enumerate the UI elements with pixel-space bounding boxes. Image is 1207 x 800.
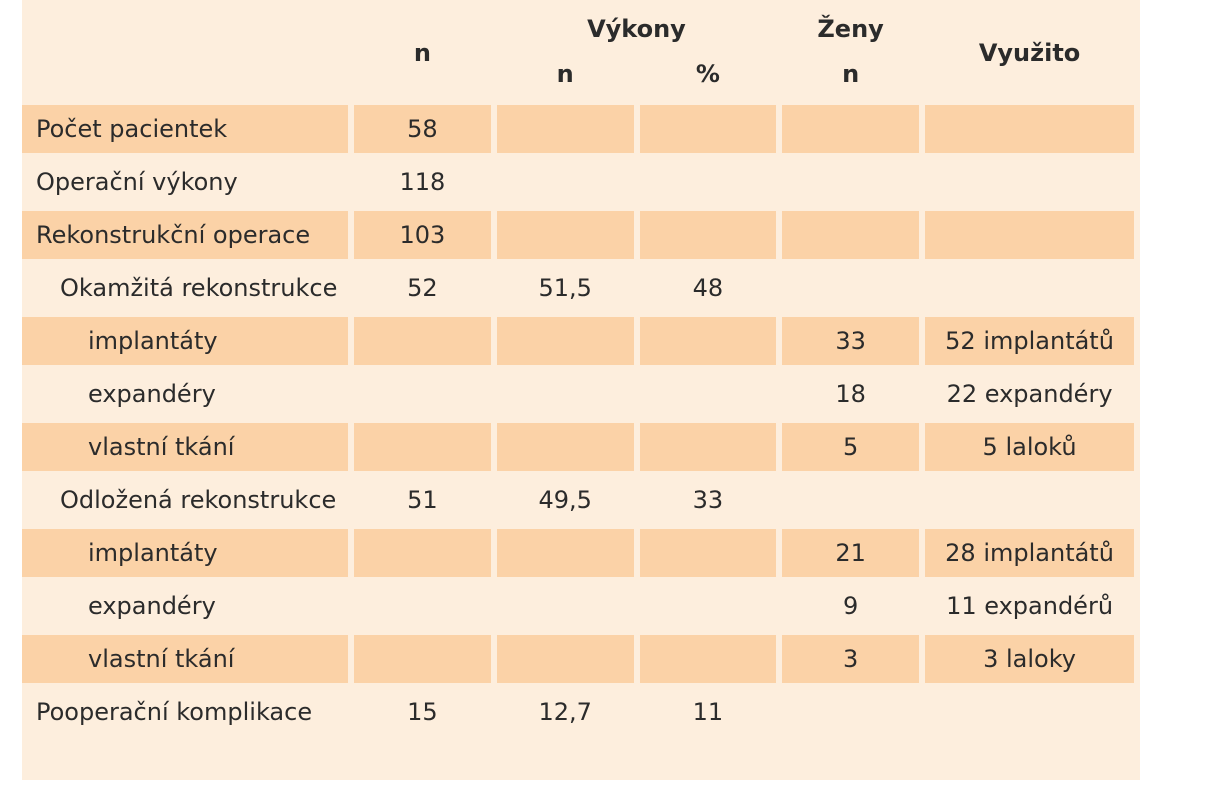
cell-vyuzito: 52 implantátů [925,317,1134,365]
cell-vykony-n: 12,7 [538,698,592,726]
cell-vykony-n: 51,5 [538,274,592,302]
table-row: implantáty 33 52 implantátů [22,317,1134,365]
cell-vyuzito: 22 expandéry [946,380,1113,408]
table-row: Odložená rekonstrukce 51 49,5 33 [22,476,1134,524]
cell-zeny-n [782,476,919,524]
cell-vykony-n [496,423,634,471]
cell-zeny-n: 18 [835,380,866,408]
header-vyuzito: Využito [978,38,1081,67]
table-row: expandéry 18 22 expandéry [22,370,1134,418]
row-label: implantáty [22,529,349,577]
cell-zeny-n: 3 [782,635,920,683]
cell-vykony-pct [639,211,777,259]
header-vykony-n: n [556,60,574,88]
table-row: vlastní tkání 3 3 laloky [22,635,1134,683]
table-row: Počet pacientek 58 [22,105,1134,153]
cell-n [354,317,491,365]
header-row-top: n Výkony Ženy Využito [22,5,1134,67]
cell-vyuzito: 11 expandérů [946,592,1114,620]
cell-n [354,529,491,577]
cell-vykony-n [496,211,634,259]
cell-vyuzito: 28 implantátů [925,529,1134,577]
cell-vykony-n [496,635,634,683]
table-panel: n Výkony Ženy Využito n % n Počet pacien… [22,0,1140,780]
row-label: Okamžitá rekonstrukce [60,274,338,302]
cell-n [354,635,491,683]
cell-zeny-n [782,158,919,206]
cell-zeny-n: 9 [842,592,859,620]
cell-zeny-n [782,688,919,736]
row-label: expandéry [88,592,216,620]
table-row: Pooperační komplikace 15 12,7 11 [22,688,1134,736]
cell-vykony-pct [640,158,777,206]
cell-vyuzito [925,158,1134,206]
cell-vykony-pct [639,423,777,471]
cell-vykony-n [496,105,634,153]
cell-zeny-n [782,211,920,259]
cell-n: 118 [399,168,446,196]
table-row: Operační výkony 118 [22,158,1134,206]
cell-vykony-pct [639,105,777,153]
row-label: Počet pacientek [22,105,349,153]
header-blank [22,5,348,100]
cell-zeny-n: 33 [782,317,920,365]
header-zeny-n: n [842,60,860,88]
header-zeny: Ženy [817,15,884,43]
row-label: vlastní tkání [22,423,349,471]
data-table: n Výkony Ženy Využito n % n Počet pacien… [16,0,1140,741]
cell-vykony-pct: 33 [692,486,724,514]
cell-vyuzito [925,105,1134,153]
table-row: Okamžitá rekonstrukce 52 51,5 48 [22,264,1134,312]
row-label: Operační výkony [36,168,238,196]
cell-vykony-n [497,582,634,630]
cell-vyuzito [925,476,1134,524]
cell-vykony-pct [639,529,777,577]
table-row: expandéry 9 11 expandérů [22,582,1134,630]
cell-vykony-pct: 48 [692,274,724,302]
table-row: Rekonstrukční operace 103 [22,211,1134,259]
cell-vykony-n [497,158,634,206]
cell-vykony-n [497,370,634,418]
cell-n: 51 [407,486,438,514]
cell-n [354,370,491,418]
cell-zeny-n [782,105,920,153]
row-label: implantáty [22,317,349,365]
row-label: Pooperační komplikace [36,698,313,726]
cell-vyuzito [925,264,1134,312]
cell-vyuzito [925,211,1134,259]
cell-n [354,582,491,630]
cell-vykony-n: 49,5 [538,486,592,514]
row-label: expandéry [88,380,216,408]
cell-vykony-n [496,529,634,577]
table-row: implantáty 21 28 implantátů [22,529,1134,577]
cell-vyuzito: 5 laloků [925,423,1134,471]
cell-vyuzito: 3 laloky [925,635,1134,683]
cell-vykony-pct [640,582,777,630]
cell-n: 52 [407,274,438,302]
cell-vykony-pct: 11 [692,698,724,726]
cell-vykony-pct [640,370,777,418]
table-row: vlastní tkání 5 5 laloků [22,423,1134,471]
cell-n: 15 [407,698,438,726]
cell-vykony-pct [639,635,777,683]
cell-n: 103 [354,211,491,259]
header-n: n [413,38,431,67]
cell-n: 58 [354,105,491,153]
header-row-bottom: n % n [22,48,1134,100]
cell-zeny-n [782,264,919,312]
cell-vyuzito [925,688,1134,736]
cell-vykony-pct [639,317,777,365]
cell-zeny-n: 5 [782,423,920,471]
header-vykony: Výkony [587,15,686,43]
cell-n [354,423,491,471]
cell-vykony-n [496,317,634,365]
row-label: vlastní tkání [22,635,349,683]
cell-zeny-n: 21 [782,529,920,577]
header-vykony-pct: % [695,60,720,88]
row-label: Rekonstrukční operace [22,211,349,259]
row-label: Odložená rekonstrukce [60,486,337,514]
